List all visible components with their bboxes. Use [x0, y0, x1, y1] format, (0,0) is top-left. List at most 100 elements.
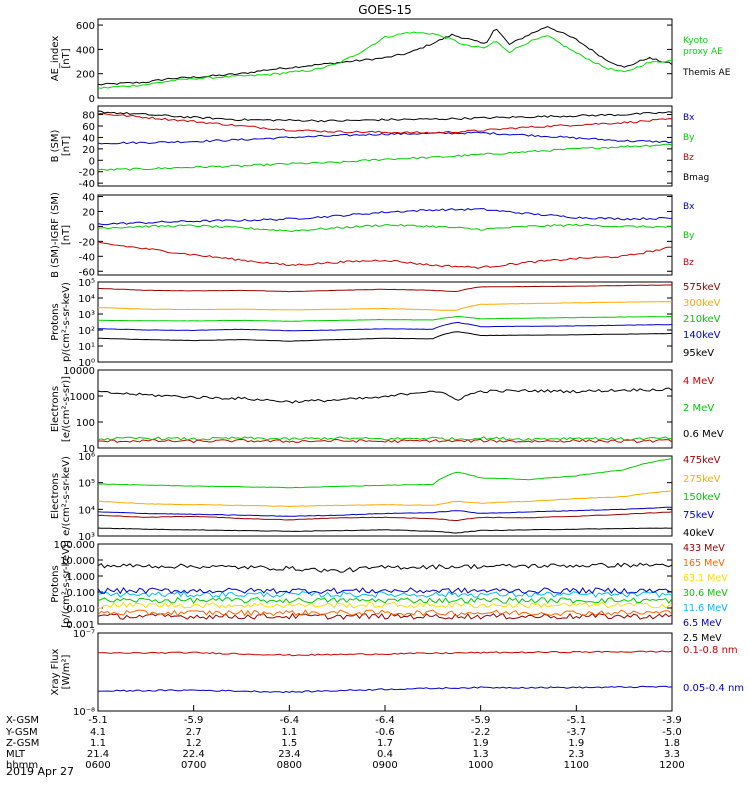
series-line-bz	[98, 112, 672, 134]
x-tick-label: 1.1	[281, 727, 297, 738]
x-tick-label: 0600	[85, 760, 110, 771]
y-axis-label: B (SM)-IGRF (SM)	[50, 192, 61, 278]
y-tick-label: 10³	[78, 310, 95, 321]
legend-label: 95keV	[683, 348, 714, 359]
legend-label: By	[683, 133, 695, 143]
series-line-63-1-mev	[98, 601, 672, 609]
chart-title: GOES-15	[358, 3, 412, 17]
y-tick-label: -20	[79, 237, 95, 248]
y-tick-label: 10⁴	[78, 505, 95, 516]
y-tick-label: 10⁰	[78, 358, 95, 369]
y-axis-label: [p/(cm²-s-sr-keV)]	[61, 540, 72, 628]
y-tick-label: -60	[79, 267, 95, 278]
y-axis-label: Electrons	[50, 473, 61, 519]
y-tick-label: 1.000	[66, 572, 95, 583]
x-tick-label: 21.4	[87, 749, 109, 760]
series-line-bmag	[98, 110, 672, 123]
x-tick-label: 2.3	[568, 749, 584, 760]
y-axis-label: p/(cm²-s-sr-keV)	[61, 282, 72, 362]
legend-label: 165 MeV	[683, 558, 725, 569]
legend-label: Bmag	[683, 173, 709, 183]
series-line-6-5-mev	[98, 587, 672, 595]
legend-label: 475keV	[683, 455, 721, 466]
y-tick-label: 10⁵	[78, 278, 95, 289]
x-tick-label: 1.3	[473, 749, 489, 760]
y-tick-label: 0	[89, 222, 95, 233]
x-tick-label: 3.3	[664, 749, 680, 760]
x-tick-label: -5.1	[567, 715, 587, 726]
legend-label: proxy AE	[683, 47, 723, 57]
legend-label: 2 MeV	[683, 403, 714, 414]
y-axis-label: e/(cm²-s-sr-keV)	[61, 456, 72, 536]
y-axis-label: [e/(cm²-s-sr)]	[61, 376, 72, 442]
series-line-by	[98, 223, 672, 233]
series-line-0-6-mev	[98, 387, 672, 404]
x-tick-label: 1.9	[568, 738, 584, 749]
panel-1: 0 200 400 600 AE_index [nT] Themis AE Kyotoprox…	[50, 18, 731, 105]
series-line-95kev	[98, 331, 672, 342]
y-tick-label: 0.001	[66, 620, 95, 631]
y-axis-label: AE_index	[50, 36, 61, 82]
y-tick-label: 20	[82, 207, 95, 218]
y-tick-label: 10.000	[60, 556, 95, 567]
x-tick-label: 0.4	[377, 749, 393, 760]
y-tick-label: 0	[89, 94, 95, 105]
series-line-bx	[98, 208, 672, 226]
x-row-label: MLT	[6, 749, 26, 760]
date-label: 2019 Apr 27	[6, 765, 74, 778]
y-tick-label: 10⁶	[78, 452, 95, 463]
x-tick-label: 1.2	[186, 738, 202, 749]
y-tick-label: 80	[82, 111, 95, 122]
series-line-165-mev	[98, 609, 672, 617]
series-line-210kev	[98, 315, 672, 322]
y-axis-label: [nT]	[61, 136, 72, 156]
x-row-label: hhmm	[6, 760, 38, 771]
legend-label: 11.6 MeV	[683, 603, 728, 614]
y-tick-label: 600	[76, 21, 95, 32]
x-row-label: Z-GSM	[6, 738, 39, 749]
y-tick-label: 20	[82, 145, 95, 156]
series-line-4-mev	[98, 438, 672, 444]
x-tick-label: -5.1	[88, 715, 108, 726]
legend-label: 300keV	[683, 298, 721, 309]
y-tick-label: 10⁴	[78, 294, 95, 305]
legend-label: 63.1 MeV	[683, 573, 728, 584]
legend-label: 40keV	[683, 528, 714, 539]
series-line-11-6-mev	[98, 590, 672, 599]
panel-frame	[97, 18, 673, 99]
series-line-bz	[98, 241, 672, 269]
x-tick-label: 1100	[564, 760, 589, 771]
series-line-575kev	[98, 284, 672, 293]
panel-frame	[97, 455, 673, 537]
x-tick-label: 1200	[659, 760, 684, 771]
legend-label: 0.1-0.8 nm	[683, 645, 738, 656]
series-line-themis-ae	[98, 25, 672, 86]
x-tick-label: 2.7	[186, 727, 202, 738]
x-tick-label: 1.7	[377, 738, 393, 749]
y-tick-label: 100.000	[54, 540, 95, 551]
series-line-300kev	[98, 301, 672, 311]
series-line-475kev	[98, 511, 672, 522]
y-axis-label: Protons	[50, 565, 61, 602]
y-tick-label: 0.010	[66, 604, 95, 615]
x-tick-label: 0900	[372, 760, 397, 771]
series-line-bx	[98, 131, 672, 145]
y-tick-label: 40	[82, 133, 95, 144]
x-row-label: X-GSM	[6, 715, 39, 726]
legend-label: 433 MeV	[683, 543, 725, 554]
panel-4: 10⁰ 10¹ 10² 10³ 10⁴ 10⁵ Protons p/(cm²-s-sr-keV…	[50, 278, 721, 369]
panel-frame	[97, 194, 673, 276]
x-tick-label: 0700	[181, 760, 206, 771]
y-tick-label: 0	[89, 156, 95, 167]
x-tick-label: 0800	[277, 760, 302, 771]
x-tick-label: -0.6	[375, 727, 395, 738]
y-tick-label: 10000	[63, 366, 95, 377]
x-tick-label: -5.0	[662, 727, 682, 738]
series-line-kyoto-proxy-ae	[98, 31, 672, 89]
legend-label: Bz	[683, 153, 694, 163]
legend-label: 275keV	[683, 474, 721, 485]
y-tick-label: 60	[82, 122, 95, 133]
y-tick-label: 0.100	[66, 588, 95, 599]
